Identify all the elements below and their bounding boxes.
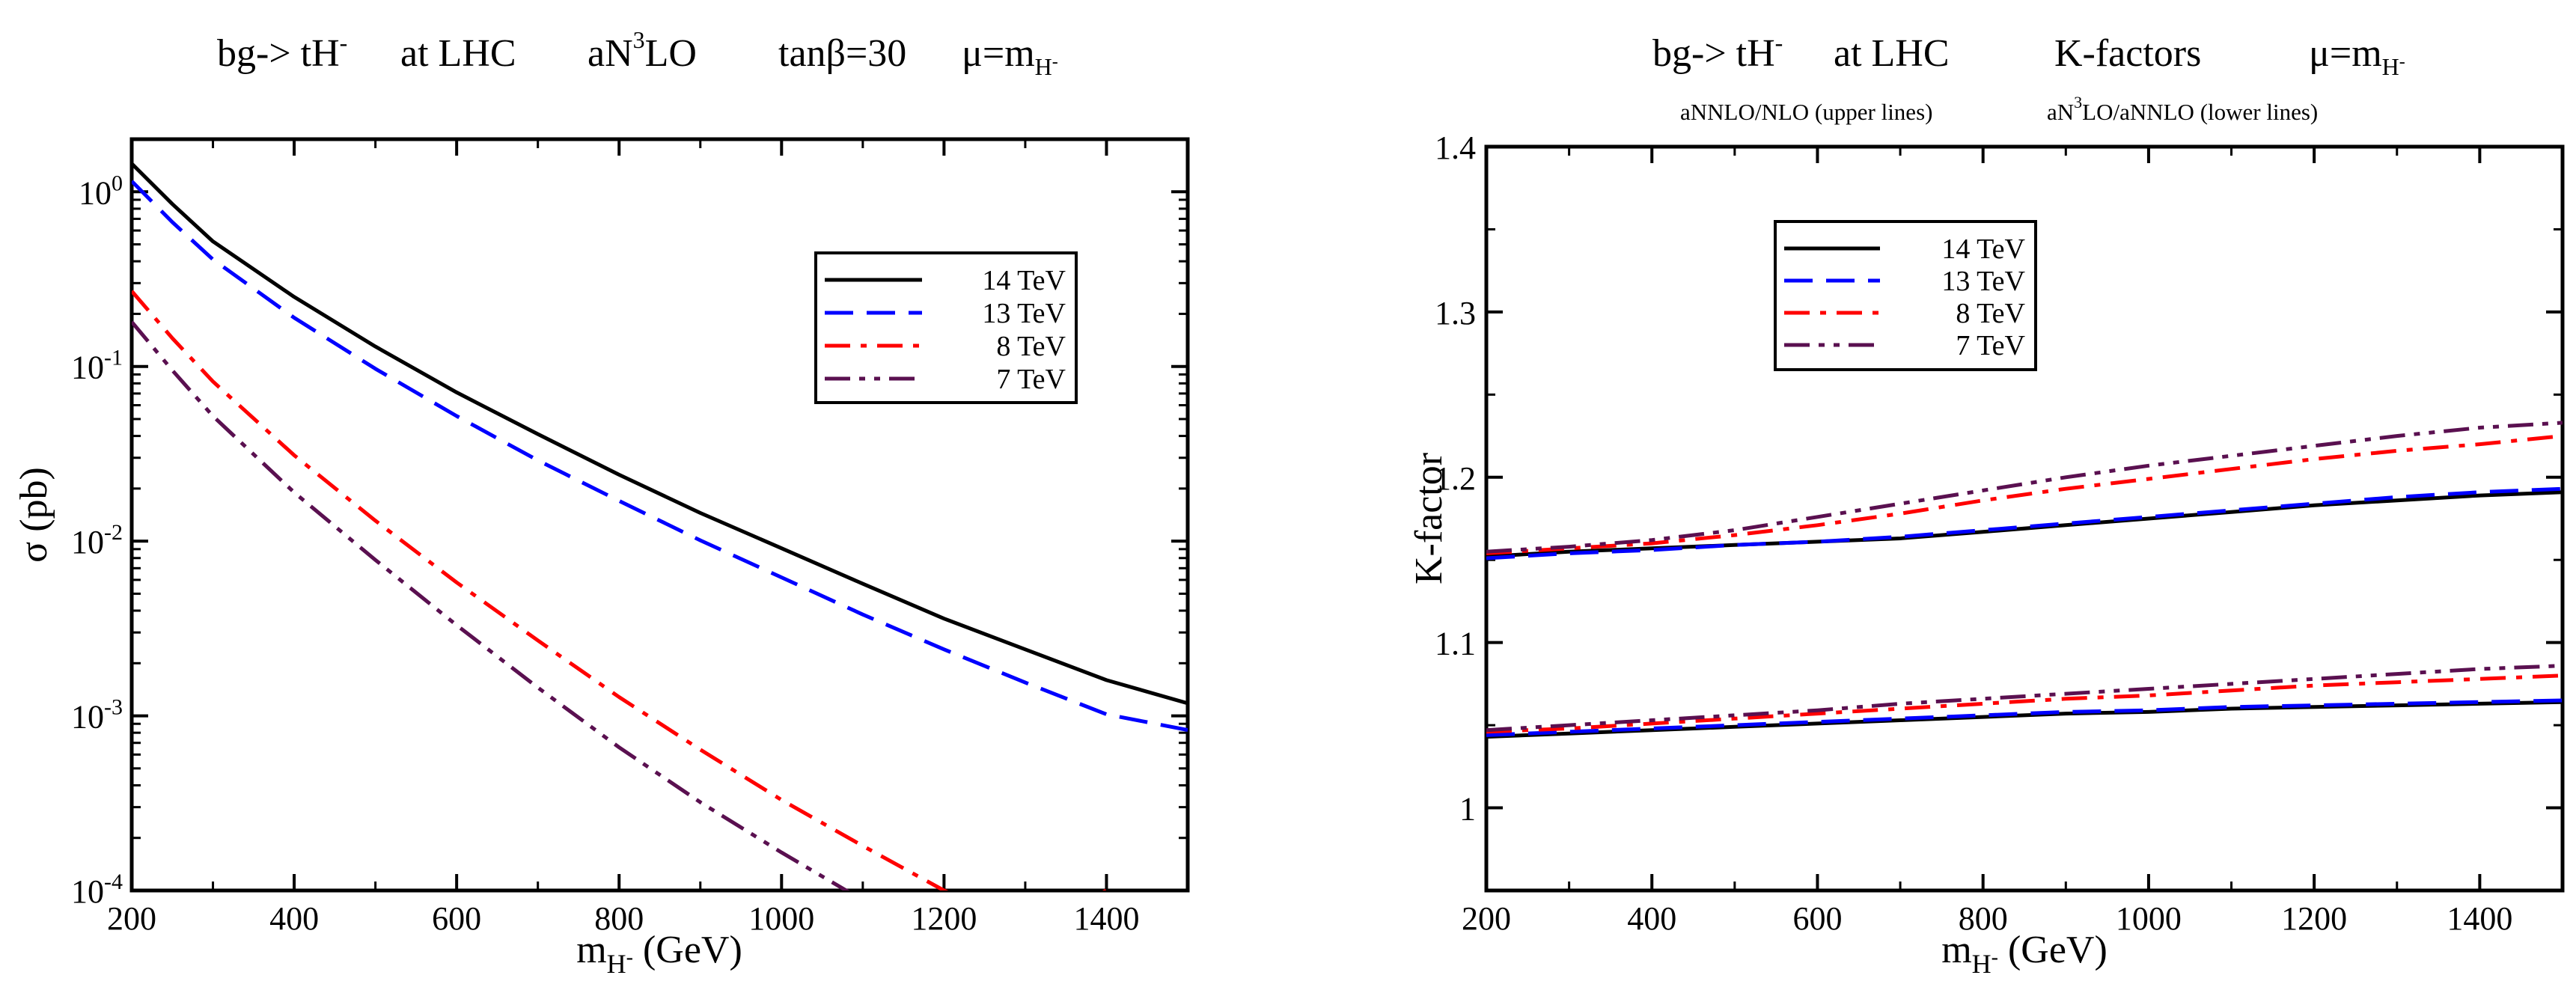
y-tick-label: 1.2 <box>1435 460 1476 497</box>
y-tick-label: 10-2 <box>71 520 123 560</box>
x-tick-label: 800 <box>594 900 644 937</box>
x-tick-label: 200 <box>107 900 156 937</box>
x-tick-label: 1200 <box>911 900 977 937</box>
y-tick-label: 1.4 <box>1435 129 1476 166</box>
left-x-tick-labels: 200 400 600 800 1000 1200 1400 <box>107 900 1139 937</box>
legend-label: 13 TeV <box>982 298 1066 329</box>
series-line-14-tev-lower <box>1486 700 2563 739</box>
right-x-axis-label: mH- (GeV) <box>1941 929 2108 979</box>
series-line-14-tev <box>1486 490 2563 559</box>
x-tick-label: 1400 <box>1073 900 1139 937</box>
x-tick-label: 800 <box>1959 900 2008 937</box>
right-title: bg-> tH- at LHC K-factors μ=mH- aNNLO/NL… <box>1652 29 2405 125</box>
right-title-mu: μ=mH- <box>2309 32 2405 80</box>
x-tick-label: 600 <box>432 900 481 937</box>
series-line-7-tev <box>1486 421 2563 554</box>
right-axis-ticks <box>1485 145 2563 890</box>
left-title-tanb: tanβ=30 <box>778 32 906 75</box>
series-line-7-tev <box>132 320 977 890</box>
left-title-order: aN3LO <box>587 26 697 75</box>
right-title-process: bg-> tH- <box>1652 29 1783 75</box>
y-tick-label: 100 <box>79 171 123 211</box>
x-tick-label: 200 <box>1462 900 1511 937</box>
right-plot-area <box>1484 144 2565 893</box>
legend-label: 8 TeV <box>1956 298 2025 329</box>
y-tick-label: 10-3 <box>71 695 123 736</box>
series-line-13-tev <box>132 180 1188 732</box>
series-line-8-tev <box>1486 434 2563 555</box>
left-x-axis-label: mH- (GeV) <box>576 929 742 979</box>
left-axis-ticks <box>130 138 1188 892</box>
right-series-lines <box>1486 421 2563 739</box>
y-tick-label: 1.1 <box>1435 626 1476 662</box>
y-tick-label: 10-1 <box>71 346 123 386</box>
x-tick-label: 1000 <box>2116 900 2182 937</box>
right-subtitle-upper: aNNLO/NLO (upper lines) <box>1680 99 1932 125</box>
series-line-7-tev-lower <box>1486 664 2563 733</box>
legend-label: 7 TeV <box>1956 330 2025 361</box>
legend-label: 13 TeV <box>1941 266 2025 297</box>
right-title-collider: at LHC <box>1834 32 1950 75</box>
series-line-14-tev <box>132 162 1188 706</box>
right-y-axis-label: K-factor <box>1408 453 1450 584</box>
right-y-tick-labels: 1 1.1 1.2 1.3 1.4 <box>1435 129 1476 828</box>
left-title-collider: at LHC <box>400 32 516 75</box>
right-plot-frame <box>1484 144 2565 893</box>
legend-label: 7 TeV <box>996 364 1066 395</box>
y-tick-label: 10-4 <box>71 870 123 910</box>
left-plot-frame <box>129 137 1190 893</box>
series-line-13-tev <box>1486 486 2563 560</box>
series-line-8-tev <box>132 290 1107 890</box>
x-tick-label: 600 <box>1792 900 1842 937</box>
x-tick-label: 400 <box>1627 900 1676 937</box>
y-tick-label: 1.3 <box>1435 295 1476 332</box>
y-tick-label: 1 <box>1459 791 1476 828</box>
x-tick-label: 1200 <box>2281 900 2347 937</box>
right-title-kfactors: K-factors <box>2054 32 2201 75</box>
left-title: bg-> tH- at LHC aN3LO tanβ=30 μ=mH- <box>217 26 1058 80</box>
legend-label: 14 TeV <box>982 265 1066 296</box>
legend-label: 14 TeV <box>1941 233 2025 265</box>
series-line-8-tev-lower <box>1486 673 2563 734</box>
left-title-mu: μ=mH- <box>962 32 1058 80</box>
x-tick-label: 400 <box>269 900 319 937</box>
left-y-axis-label: σ (pb) <box>13 467 55 563</box>
left-plot-area <box>129 137 1190 893</box>
left-title-process: bg-> tH- <box>217 29 347 75</box>
x-tick-label: 1400 <box>2447 900 2512 937</box>
right-subtitle-lower: aN3LO/aNNLO (lower lines) <box>2047 93 2318 125</box>
left-y-tick-labels: 100 10-1 10-2 10-3 10-4 <box>71 171 123 910</box>
left-series-lines <box>132 162 1188 890</box>
right-x-tick-labels: 200 400 600 800 1000 1200 1400 <box>1462 900 2512 937</box>
legend-label: 8 TeV <box>996 331 1066 362</box>
series-line-13-tev-lower <box>1486 698 2563 737</box>
x-tick-label: 1000 <box>748 900 814 937</box>
